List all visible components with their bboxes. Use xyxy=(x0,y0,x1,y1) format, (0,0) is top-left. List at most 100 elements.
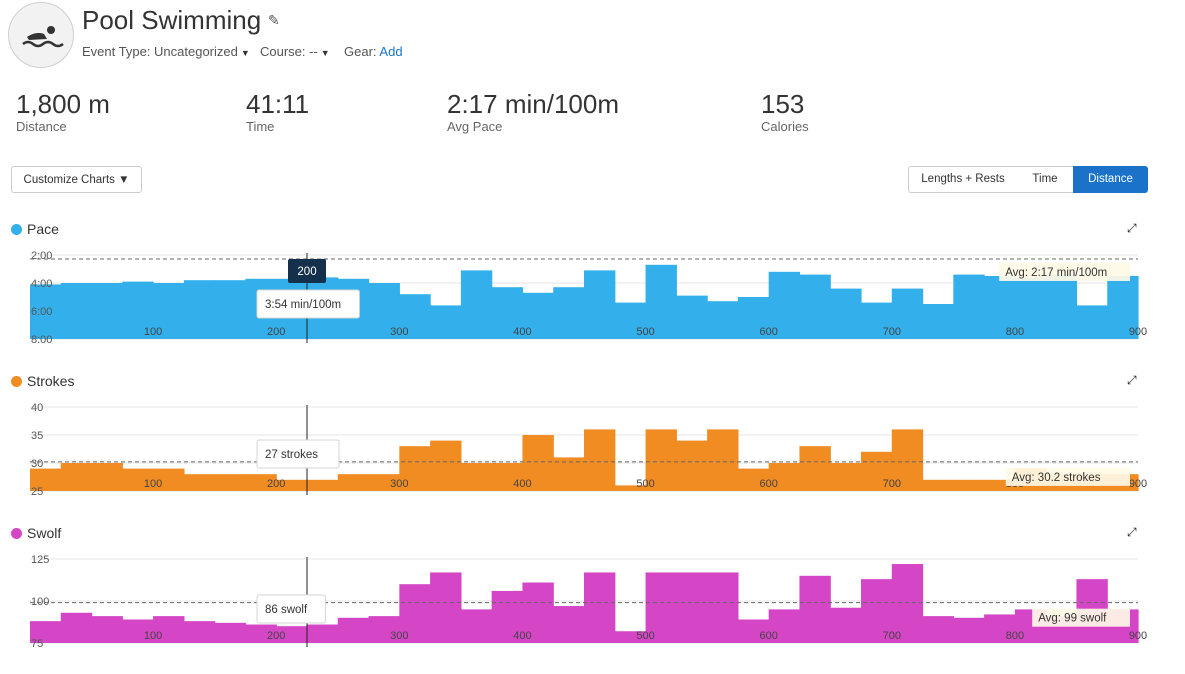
bar xyxy=(460,270,493,339)
bar xyxy=(953,274,985,339)
bar xyxy=(430,440,462,491)
avg-pace-value: 2:17 min/100m xyxy=(447,89,619,119)
x-tick-label: 300 xyxy=(390,630,408,642)
bar xyxy=(922,479,954,491)
bar xyxy=(522,435,554,491)
swolf-chart[interactable]: 125 100 75 100 200 300 400 500 600 700 800 900 Avg: … xyxy=(0,552,1185,652)
bar xyxy=(183,474,216,491)
bar xyxy=(430,305,462,339)
bar xyxy=(676,572,708,643)
x-tick-label: 700 xyxy=(883,326,901,338)
bar xyxy=(60,612,93,643)
expand-icon[interactable]: ⤢ xyxy=(1127,525,1137,539)
bar xyxy=(60,463,93,491)
bar xyxy=(861,451,893,491)
pencil-icon[interactable]: ✎ xyxy=(268,12,280,28)
bar xyxy=(799,274,831,339)
bar xyxy=(953,617,985,643)
bar xyxy=(183,621,216,643)
cursor-label: 200 xyxy=(297,266,316,278)
x-tick-label: 100 xyxy=(144,478,162,490)
bar xyxy=(91,463,123,491)
bar xyxy=(830,463,862,491)
tooltip-box xyxy=(256,289,360,319)
y-tick-label: 8:00 xyxy=(31,334,52,345)
view-lengths-rests-button[interactable]: Lengths + Rests xyxy=(908,166,1018,193)
view-time-button[interactable]: Time xyxy=(1017,166,1074,193)
bar xyxy=(922,616,954,643)
bar xyxy=(460,463,493,491)
pace-chart[interactable]: 2:00 4:00 6:00 8:00 100 200 300 400 500 600 700 800… xyxy=(0,245,1185,345)
average-label-bg xyxy=(1032,608,1130,627)
bar xyxy=(307,624,339,643)
gear-add-link[interactable]: Add xyxy=(379,44,403,59)
course-dropdown[interactable]: Course: -- ▼ xyxy=(260,44,330,59)
x-tick-label: 900 xyxy=(1129,478,1147,490)
x-tick-label: 300 xyxy=(390,478,408,490)
bar xyxy=(922,304,954,339)
bar xyxy=(153,283,185,339)
bar xyxy=(1076,305,1108,339)
bar xyxy=(584,270,616,339)
x-tick-label: 500 xyxy=(636,326,654,338)
bar xyxy=(214,622,247,643)
tooltip-text: 27 strokes xyxy=(265,449,318,461)
bar xyxy=(307,479,339,491)
bar xyxy=(553,287,585,339)
average-label-bg xyxy=(1005,467,1130,486)
bar xyxy=(737,468,770,491)
x-tick-label: 200 xyxy=(267,326,285,338)
bar xyxy=(799,446,831,491)
bar xyxy=(460,609,493,643)
calories-value: 153 xyxy=(761,89,805,119)
bar xyxy=(183,280,216,339)
bar xyxy=(891,288,924,339)
y-tick-label: 2:00 xyxy=(31,250,52,262)
strokes-chart[interactable]: 40353025100200300400500600700800900Avg: … xyxy=(0,400,1185,500)
customize-charts-button[interactable]: Customize Charts ▼ xyxy=(11,166,142,193)
expand-icon[interactable]: ⤢ xyxy=(1127,373,1137,387)
bar xyxy=(645,429,677,491)
bar xyxy=(984,614,1016,643)
bar xyxy=(30,468,62,491)
x-tick-label: 900 xyxy=(1129,630,1147,642)
bar xyxy=(614,485,647,491)
bar xyxy=(830,607,862,643)
bar xyxy=(1014,277,1047,339)
y-tick-label: 6:00 xyxy=(31,306,52,318)
bar xyxy=(368,616,400,643)
tooltip-text: 3:54 min/100m xyxy=(265,299,341,311)
bar xyxy=(491,590,524,643)
expand-icon[interactable]: ⤢ xyxy=(1127,221,1137,235)
bar xyxy=(430,572,462,643)
bar xyxy=(645,572,677,643)
bar xyxy=(522,292,554,339)
event-type-dropdown[interactable]: Event Type: Uncategorized ▼ xyxy=(82,44,250,59)
bar xyxy=(214,280,247,339)
bar xyxy=(676,440,708,491)
bar xyxy=(1045,274,1078,339)
bar xyxy=(399,294,431,339)
bar xyxy=(768,463,801,491)
y-tick-label: 75 xyxy=(31,638,43,650)
bar xyxy=(245,474,277,491)
view-distance-button[interactable]: Distance xyxy=(1073,166,1148,193)
x-tick-label: 600 xyxy=(759,630,777,642)
average-label-bg xyxy=(999,262,1130,281)
bar xyxy=(553,606,585,643)
bar xyxy=(707,429,739,491)
bar xyxy=(707,301,739,339)
gear-field: Gear: Add xyxy=(344,44,403,59)
y-tick-label: 35 xyxy=(31,430,43,442)
bar xyxy=(891,429,924,491)
strokes-chart-title: Strokes xyxy=(11,373,74,389)
bar xyxy=(614,631,647,643)
bar xyxy=(614,302,647,339)
bar xyxy=(214,474,247,491)
bar xyxy=(830,288,862,339)
x-tick-label: 600 xyxy=(759,326,777,338)
bar xyxy=(91,283,123,339)
bar xyxy=(768,609,801,643)
bar xyxy=(737,619,770,643)
y-tick-label: 4:00 xyxy=(31,278,52,290)
